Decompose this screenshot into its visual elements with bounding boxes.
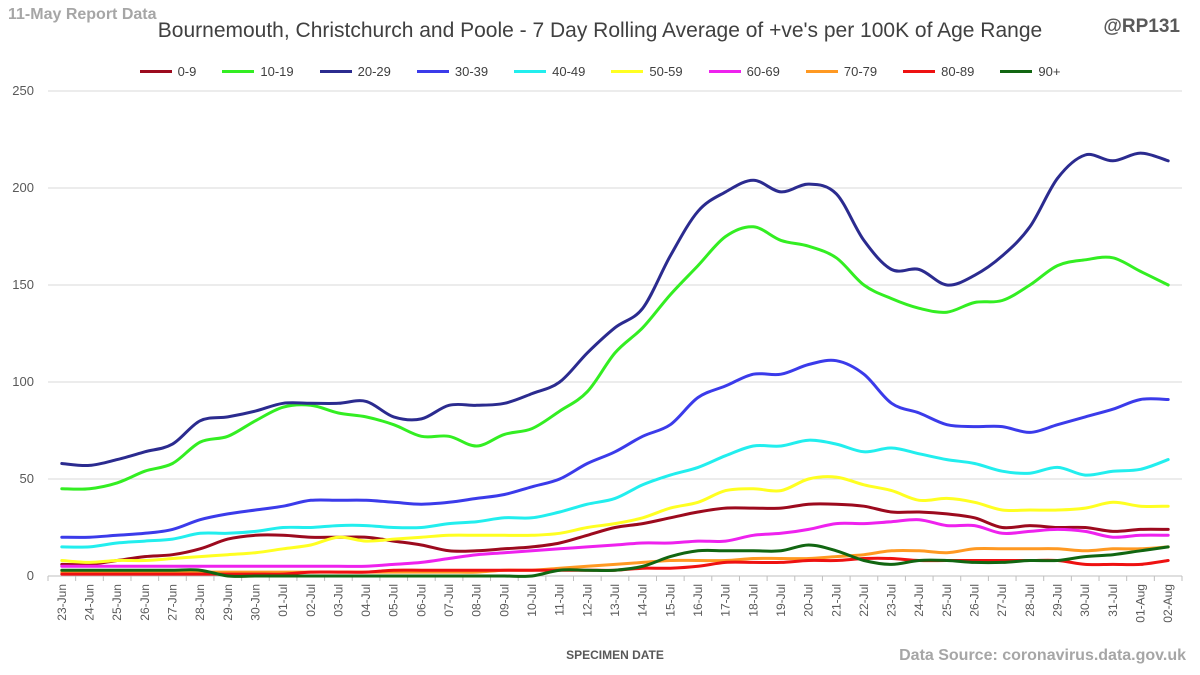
report-date-label: 11-May Report Data: [8, 6, 157, 23]
x-tick-label: 13-Jul: [608, 584, 622, 617]
legend-swatch: [708, 70, 741, 73]
x-tick-label: 22-Jul: [857, 584, 871, 617]
x-tick-label: 29-Jun: [221, 584, 235, 621]
x-tick-label: 30-Jun: [248, 584, 262, 621]
legend-item: 50-59: [611, 64, 683, 79]
x-tick-label: 06-Jul: [414, 584, 428, 617]
legend-item: 0-9: [139, 64, 197, 79]
legend-swatch: [319, 70, 352, 73]
x-tick-label: 30-Jul: [1078, 584, 1092, 617]
legend-item: 60-69: [708, 64, 780, 79]
x-tick-label: 02-Jul: [304, 584, 318, 617]
series-line-50-59: [60, 475, 1170, 564]
series-line-10-19: [60, 225, 1170, 491]
x-tick-label: 07-Jul: [442, 584, 456, 617]
legend-label: 10-19: [260, 64, 294, 79]
legend-swatch: [1000, 70, 1033, 73]
legend-label: 70-79: [843, 64, 878, 79]
chart-title: Bournemouth, Christchurch and Poole - 7 …: [157, 19, 1043, 42]
legend-swatch: [903, 70, 936, 73]
y-tick-label: 150: [12, 277, 34, 292]
x-tick-label: 21-Jul: [829, 584, 843, 617]
series-line-0-9: [60, 502, 1170, 567]
author-handle: @RP131: [1103, 16, 1180, 37]
y-tick-label: 0: [27, 568, 34, 583]
legend-swatch: [222, 70, 255, 73]
legend-label: 80-89: [941, 64, 975, 79]
legend-item: 80-89: [903, 64, 974, 79]
series-line-70-79: [60, 545, 1170, 574]
legend-label: 20-29: [357, 64, 391, 79]
series-line-40-49: [60, 438, 1170, 549]
x-tick-label: 04-Jul: [359, 584, 373, 617]
x-tick-label: 01-Aug: [1134, 584, 1148, 623]
x-tick-label: 23-Jul: [885, 584, 899, 617]
x-axis-title: SPECIMEN DATE: [566, 648, 664, 662]
x-tick-label: 10-Jul: [525, 584, 539, 617]
x-tick-label: 08-Jul: [470, 584, 484, 617]
legend-label: 50-59: [649, 64, 683, 79]
legend-label: 40-49: [552, 64, 586, 79]
legend-item: 30-39: [416, 64, 489, 79]
x-tick-label: 27-Jul: [995, 584, 1009, 617]
x-tick-label: 11-Jul: [553, 584, 567, 616]
series-line-30-39: [60, 358, 1170, 539]
series-line-20-29: [60, 151, 1170, 468]
x-tick-label: 24-Jun: [82, 584, 96, 621]
legend-swatch: [514, 70, 547, 73]
legend-label: 60-69: [746, 64, 780, 79]
x-tick-label: 17-Jul: [719, 584, 733, 617]
x-tick-label: 03-Jul: [331, 584, 345, 617]
legend-swatch: [416, 70, 449, 73]
legend-label: 90+: [1038, 64, 1061, 79]
x-tick-label: 09-Jul: [497, 584, 511, 617]
x-tick-label: 20-Jul: [802, 584, 816, 617]
x-tick-label: 25-Jun: [110, 584, 124, 621]
x-tick-label: 27-Jun: [165, 584, 179, 621]
data-source-note: Data Source: coronavirus.data.gov.uk: [899, 647, 1186, 664]
x-tick-label: 28-Jul: [1023, 584, 1037, 617]
legend-swatch: [805, 70, 838, 73]
x-tick-label: 25-Jul: [940, 584, 954, 617]
legend-item: 90+: [1000, 64, 1060, 79]
x-tick-label: 12-Jul: [580, 584, 594, 617]
x-tick-label: 01-Jul: [276, 584, 290, 617]
x-tick-label: 31-Jul: [1106, 584, 1120, 617]
x-tick-label: 16-Jul: [691, 584, 705, 617]
legend-swatch: [611, 70, 644, 73]
x-tick-label: 05-Jul: [387, 584, 401, 617]
y-tick-label: 100: [12, 374, 34, 389]
x-tick-label: 23-Jun: [55, 584, 69, 621]
x-tick-label: 29-Jul: [1051, 584, 1065, 617]
series-line-90plus: [60, 543, 1170, 578]
x-tick-label: 14-Jul: [636, 584, 650, 617]
x-tick-label: 19-Jul: [774, 584, 788, 617]
legend-item: 10-19: [222, 64, 294, 79]
x-tick-label: 15-Jul: [663, 584, 677, 617]
x-tick-label: 24-Jul: [912, 584, 926, 617]
x-tick-label: 26-Jun: [138, 584, 152, 621]
legend-label: 0-9: [177, 64, 197, 79]
series-line-60-69: [60, 518, 1170, 568]
x-tick-label: 26-Jul: [968, 584, 982, 617]
x-tick-label: 02-Aug: [1161, 584, 1175, 623]
y-tick-label: 250: [12, 83, 34, 98]
x-tick-label: 18-Jul: [746, 584, 760, 617]
y-tick-label: 200: [12, 180, 34, 195]
x-tick-label: 28-Jun: [193, 584, 207, 621]
legend-label: 30-39: [454, 64, 489, 79]
legend-swatch: [139, 70, 172, 73]
legend-item: 70-79: [805, 64, 878, 79]
legend-item: 20-29: [319, 64, 391, 79]
chart-legend: 0-9 10-19 20-29 30-39 40-49 50-59 60-69 70-79 80…: [0, 64, 1200, 79]
legend-item: 40-49: [514, 64, 585, 79]
y-tick-label: 50: [20, 471, 34, 486]
